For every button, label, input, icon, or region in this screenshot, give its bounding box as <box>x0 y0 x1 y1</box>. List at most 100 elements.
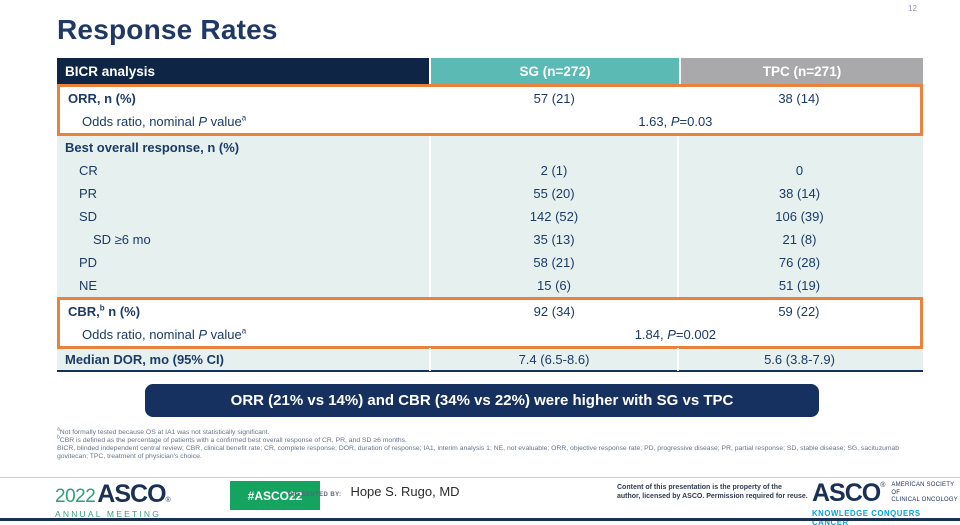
tpc-value <box>677 136 920 159</box>
label-text: n (%) <box>104 304 141 319</box>
sg-value: 142 (52) <box>429 205 677 228</box>
label-text: Odds ratio, nominal <box>82 327 199 342</box>
footnote-b: bCBR is defined as the percentage of pat… <box>57 434 925 445</box>
sg-value: 92 (34) <box>533 304 575 319</box>
table-row-sd-6mo: SD ≥6 mo 35 (13) 21 (8) <box>57 228 923 251</box>
value-text: =0.03 <box>679 114 713 129</box>
label-text: value <box>207 114 242 129</box>
label-text: value <box>207 327 242 342</box>
header-tpc-column: TPC (n=271) <box>681 58 923 84</box>
footnote-a: aNot formally tested because OS at IA1 w… <box>57 426 925 437</box>
spanning-value: 1.84, P=0.002 <box>431 327 920 342</box>
table-row-orr: ORR, n (%) 57 (21) 38 (14) <box>60 87 920 110</box>
footer-divider <box>0 477 960 478</box>
table-row-best-overall: Best overall response, n (%) <box>57 136 923 159</box>
row-label: CR <box>79 163 98 178</box>
asco-tagline: KNOWLEDGE CONQUERS CANCER <box>812 509 921 525</box>
sg-value: 55 (20) <box>429 182 677 205</box>
tpc-value: 51 (19) <box>677 274 920 297</box>
row-label: ORR, n (%) <box>68 91 136 106</box>
row-label: SD <box>79 209 98 224</box>
header-sg-column: SG (n=272) <box>431 58 679 84</box>
row-label: Odds ratio, nominal P valuea <box>60 114 431 129</box>
sg-value <box>429 136 677 159</box>
hashtag-badge: #ASCO22 <box>230 481 320 510</box>
logo-year: 2022 <box>55 486 96 507</box>
table-row-sd: SD 142 (52) 106 (39) <box>57 205 923 228</box>
bottom-bar <box>0 518 960 521</box>
footnote-text: CBR is defined as the percentage of pati… <box>59 437 407 445</box>
page-title: Response Rates <box>57 14 278 45</box>
tpc-value: 76 (28) <box>677 251 920 274</box>
table-row-cbr-odds-ratio: Odds ratio, nominal P valuea 1.84, P=0.0… <box>60 323 920 346</box>
p-italic: P <box>198 327 208 342</box>
table-header-row: BICR analysis SG (n=272) TPC (n=271) <box>57 58 923 84</box>
tpc-value: 38 (14) <box>778 91 820 106</box>
registered-mark: ® <box>165 497 171 504</box>
label-text: Odds ratio, nominal <box>82 114 199 129</box>
society-line: AMERICAN SOCIETY OF <box>891 482 955 496</box>
sg-value: 57 (21) <box>533 91 575 106</box>
row-label: Odds ratio, nominal P valuea <box>60 327 431 342</box>
header-bicr-analysis: BICR analysis <box>57 58 429 84</box>
value-text: 1.84, <box>634 327 668 342</box>
value-text: =0.002 <box>675 327 717 342</box>
label-text: CBR, <box>68 304 100 319</box>
footnote-marker: a <box>241 113 247 123</box>
sg-value: 2 (1) <box>429 159 677 182</box>
best-overall-response-section: Best overall response, n (%) CR 2 (1) 0 … <box>57 136 923 297</box>
summary-callout-text: ORR (21% vs 14%) and CBR (34% vs 22%) we… <box>230 392 734 409</box>
orr-highlight-box: ORR, n (%) 57 (21) 38 (14) Odds ratio, n… <box>57 84 923 136</box>
p-italic: P <box>670 114 680 129</box>
presenter-block: PRESENTED BY: Hope S. Rugo, MD <box>288 484 460 499</box>
registered-mark: ® <box>880 482 886 489</box>
p-italic: P <box>667 327 676 342</box>
asco-wordmark: ASCO <box>97 480 166 508</box>
tpc-value: 38 (14) <box>677 182 920 205</box>
society-name: AMERICAN SOCIETY OF CLINICAL ONCOLOGY <box>891 482 960 505</box>
response-rates-table: BICR analysis SG (n=272) TPC (n=271) ORR… <box>57 58 923 372</box>
table-row-pr: PR 55 (20) 38 (14) <box>57 182 923 205</box>
footnote-marker: b <box>57 434 60 441</box>
p-italic: P <box>198 114 208 129</box>
logo-wordmark: ASCO ® AMERICAN SOCIETY OF CLINICAL ONCO… <box>812 479 960 508</box>
footnote-marker: b <box>99 303 105 313</box>
table-row-orr-odds-ratio: Odds ratio, nominal P valuea 1.63, P=0.0… <box>60 110 920 133</box>
tpc-value: 0 <box>677 159 920 182</box>
annual-meeting-label: ANNUAL MEETING <box>55 509 162 519</box>
spanning-value: 1.63, P=0.03 <box>431 114 920 129</box>
table-row-median-dor: Median DOR, mo (95% CI) 7.4 (6.5-8.6) 5.… <box>57 348 923 372</box>
copyright-line: Content of this presentation is the prop… <box>617 484 782 491</box>
sg-value: 35 (13) <box>429 228 677 251</box>
table-row-cbr: CBR,b n (%) 92 (34) 59 (22) <box>60 300 920 323</box>
presented-by-label: PRESENTED BY: <box>288 492 342 498</box>
copyright-line: author, licensed by ASCO. Permission req… <box>617 493 808 501</box>
sg-value: 7.4 (6.5-8.6) <box>429 348 677 371</box>
row-label: Best overall response, n (%) <box>65 140 240 155</box>
asco-annual-meeting-logo: 2022 ASCO ® ANNUAL MEETING <box>55 480 171 519</box>
row-label: SD ≥6 mo <box>93 232 151 247</box>
society-line: CLINICAL ONCOLOGY <box>891 497 958 504</box>
row-label: NE <box>79 278 98 293</box>
presenter-name: Hope S. Rugo, MD <box>350 484 460 499</box>
row-label: PR <box>79 186 98 201</box>
page-number: 12 <box>908 4 917 13</box>
table-row-pd: PD 58 (21) 76 (28) <box>57 251 923 274</box>
summary-callout: ORR (21% vs 14%) and CBR (34% vs 22%) we… <box>145 384 819 417</box>
footnote-text: Not formally tested because OS at IA1 wa… <box>59 429 270 436</box>
asco-wordmark: ASCO <box>812 479 881 507</box>
tpc-value: 106 (39) <box>677 205 920 228</box>
value-text: 1.63, <box>638 114 671 129</box>
footnote-marker: a <box>57 426 60 433</box>
sg-value: 58 (21) <box>429 251 677 274</box>
footnote-marker: a <box>241 326 247 336</box>
cbr-highlight-box: CBR,b n (%) 92 (34) 59 (22) Odds ratio, … <box>57 297 923 349</box>
logo-wordmark: 2022 ASCO ® <box>55 480 171 509</box>
tpc-value: 5.6 (3.8-7.9) <box>677 348 920 371</box>
asco-society-logo: ASCO ® AMERICAN SOCIETY OF CLINICAL ONCO… <box>812 479 960 525</box>
copyright-notice: Content of this presentation is the prop… <box>617 483 827 501</box>
table-row-cr: CR 2 (1) 0 <box>57 159 923 182</box>
footnote-abbreviations: BICR, blinded independent central review… <box>57 445 900 461</box>
row-label: CBR,b n (%) <box>60 304 431 319</box>
